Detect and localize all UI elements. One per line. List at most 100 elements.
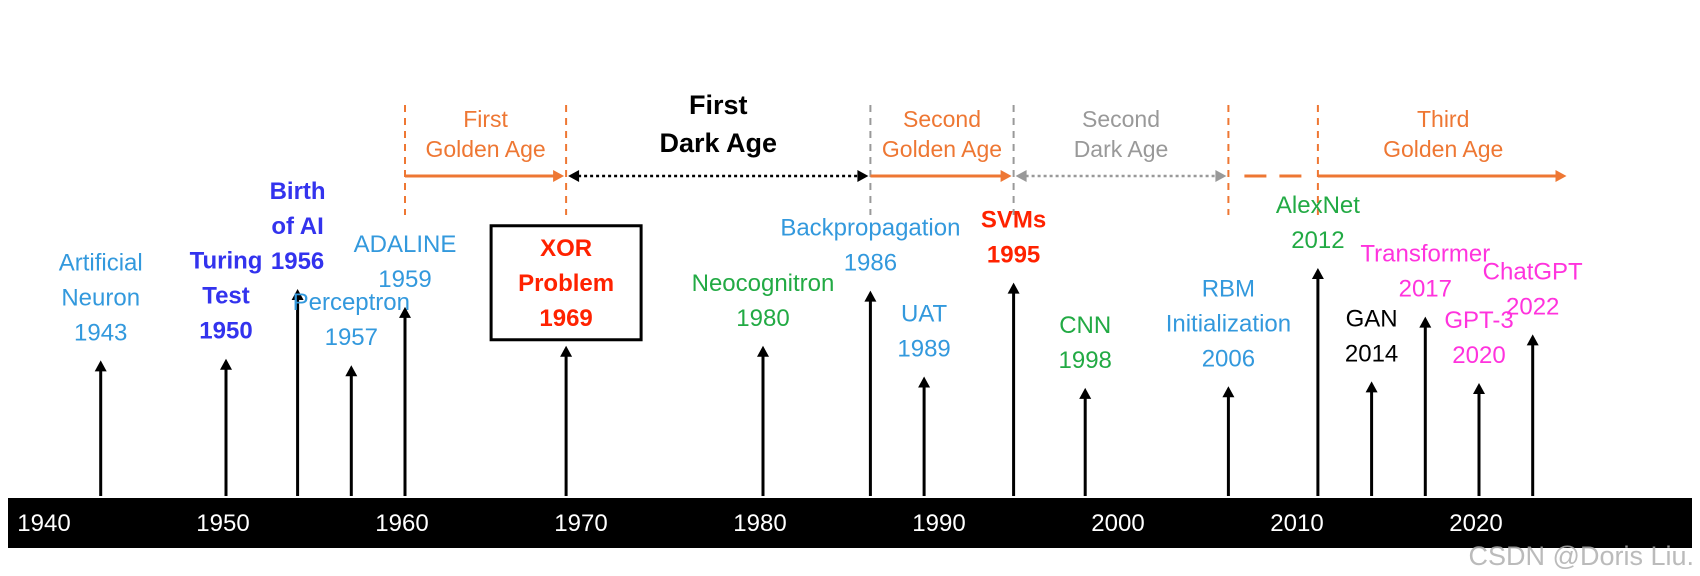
event-label: 1943 bbox=[74, 319, 127, 346]
event-alexnet: AlexNet 2012 bbox=[1276, 192, 1360, 496]
event-birth-of-ai: Birth of AI 1956 bbox=[270, 178, 326, 496]
event-label: GPT-3 bbox=[1444, 307, 1513, 334]
arrow-up-icon bbox=[1007, 282, 1020, 294]
event-label: CNN bbox=[1059, 312, 1111, 339]
arrow-up-icon bbox=[1419, 316, 1432, 328]
event-label: 1956 bbox=[271, 248, 324, 275]
event-chatgpt: ChatGPT 2022 bbox=[1483, 258, 1583, 496]
axis-tick-label: 1940 bbox=[17, 510, 70, 537]
axis-tick-label: 1970 bbox=[554, 510, 607, 537]
event-label: 1959 bbox=[378, 266, 431, 293]
event-perceptron: Perceptron 1957 bbox=[293, 289, 410, 496]
era-second-dark: Second Dark Age bbox=[1015, 106, 1227, 182]
axis-tick-label: 2000 bbox=[1091, 510, 1144, 537]
event-uat: UAT 1989 bbox=[897, 301, 951, 496]
era-label: Golden Age bbox=[882, 136, 1002, 162]
event-label: UAT bbox=[901, 301, 948, 328]
event-label: Problem bbox=[518, 270, 614, 297]
arrow-up-icon bbox=[220, 358, 232, 370]
event-label: Turing bbox=[190, 248, 263, 275]
era-second-golden: Second Golden Age bbox=[870, 106, 1012, 182]
arrow-up-icon bbox=[560, 345, 573, 357]
event-turing-test: Turing Test 1950 bbox=[190, 248, 263, 496]
event-label: RBM bbox=[1202, 275, 1255, 302]
arrow-up-icon bbox=[757, 345, 769, 357]
era-arrow-right-icon bbox=[1215, 170, 1227, 182]
event-label: 2020 bbox=[1452, 342, 1505, 369]
arrow-up-icon bbox=[1079, 387, 1092, 399]
era-label: Dark Age bbox=[659, 128, 777, 158]
event-highlight-box bbox=[489, 224, 643, 342]
era-first-dark: First Dark Age bbox=[568, 90, 869, 182]
event-label: 1998 bbox=[1059, 347, 1112, 374]
event-rbm-initialization: RBM Initialization 2006 bbox=[1166, 275, 1291, 496]
event-label: Birth bbox=[270, 178, 326, 205]
arrow-up-icon bbox=[399, 306, 411, 318]
event-gpt-3: GPT-3 2020 bbox=[1444, 307, 1514, 496]
event-label: ADALINE bbox=[354, 231, 457, 258]
axis-tick-label: 1990 bbox=[912, 510, 965, 537]
event-label: 1986 bbox=[844, 250, 897, 277]
axis-tick-label: 2010 bbox=[1270, 510, 1323, 537]
era-arrow-left-icon bbox=[568, 170, 580, 182]
event-label: 1957 bbox=[325, 324, 378, 351]
event-label: Initialization bbox=[1166, 310, 1291, 337]
era-label: Golden Age bbox=[425, 136, 545, 162]
event-label: 2022 bbox=[1506, 293, 1559, 320]
event-label: Neuron bbox=[61, 284, 140, 311]
era-label: First bbox=[463, 106, 508, 132]
event-artificial-neuron: Artificial Neuron 1943 bbox=[59, 249, 143, 496]
event-label: 1995 bbox=[987, 242, 1040, 269]
event-label: SVMs bbox=[981, 207, 1046, 234]
event-label: Transformer bbox=[1360, 241, 1490, 268]
arrow-up-icon bbox=[1311, 268, 1324, 279]
era-arrow-right-icon bbox=[1000, 170, 1012, 182]
event-label: 1989 bbox=[897, 336, 950, 363]
event-label: ChatGPT bbox=[1483, 258, 1583, 285]
event-label: of AI bbox=[271, 213, 323, 240]
event-label: Backpropagation bbox=[780, 215, 960, 242]
era-label: Dark Age bbox=[1074, 136, 1169, 162]
event-label: 2014 bbox=[1345, 340, 1398, 367]
event-label: 2017 bbox=[1399, 276, 1452, 303]
event-adaline: ADALINE 1959 bbox=[354, 231, 457, 496]
event-label: 2012 bbox=[1291, 227, 1344, 254]
arrow-up-icon bbox=[918, 376, 931, 388]
event-label: Perceptron bbox=[293, 289, 410, 316]
era-label: Second bbox=[1082, 106, 1160, 132]
event-xor-problem: XOR Problem 1969 bbox=[489, 224, 643, 496]
era-label: Golden Age bbox=[1383, 136, 1503, 162]
event-label: GAN bbox=[1346, 305, 1398, 332]
era-layer: First Golden Age First Dark Age Second Golden… bbox=[404, 90, 1567, 215]
arrow-up-icon bbox=[94, 360, 107, 372]
arrow-up-icon bbox=[1473, 383, 1485, 395]
event-transformer: Transformer 2017 bbox=[1360, 241, 1490, 496]
timeline-axis: 1940 1950 1960 1970 1980 1990 2000 2010 2020 bbox=[8, 498, 1692, 548]
event-cnn: CNN 1998 bbox=[1059, 312, 1112, 496]
axis-tick-label: 2020 bbox=[1449, 510, 1502, 537]
axis-tick-label: 1980 bbox=[733, 510, 786, 537]
arrow-up-icon bbox=[345, 365, 358, 377]
event-svms: SVMs 1995 bbox=[981, 207, 1046, 496]
event-label: 1969 bbox=[539, 305, 592, 332]
event-label: AlexNet bbox=[1276, 192, 1360, 219]
era-label: Second bbox=[903, 106, 981, 132]
event-gan: GAN 2014 bbox=[1345, 305, 1398, 496]
event-label: XOR bbox=[540, 235, 592, 262]
arrow-up-icon bbox=[1365, 381, 1378, 393]
era-label: Third bbox=[1417, 106, 1469, 132]
watermark: CSDN @Doris Liu. bbox=[1468, 541, 1694, 571]
event-label: Neocognitron bbox=[692, 270, 835, 297]
event-backpropagation: Backpropagation 1986 bbox=[780, 215, 960, 496]
era-arrow-right-icon bbox=[553, 170, 565, 182]
arrow-up-icon bbox=[291, 289, 304, 301]
event-neocognitron: Neocognitron 1980 bbox=[692, 270, 835, 496]
era-first-golden: First Golden Age bbox=[405, 106, 565, 182]
timeline-bar bbox=[8, 498, 1692, 548]
events-layer: Artificial Neuron 1943 Turing Test 1950 Birth o… bbox=[59, 178, 1583, 496]
era-arrow-right-icon bbox=[1555, 170, 1567, 182]
era-arrow-left-icon bbox=[1015, 170, 1027, 182]
era-arrow-right-icon bbox=[857, 170, 869, 182]
event-label: Test bbox=[202, 283, 250, 310]
